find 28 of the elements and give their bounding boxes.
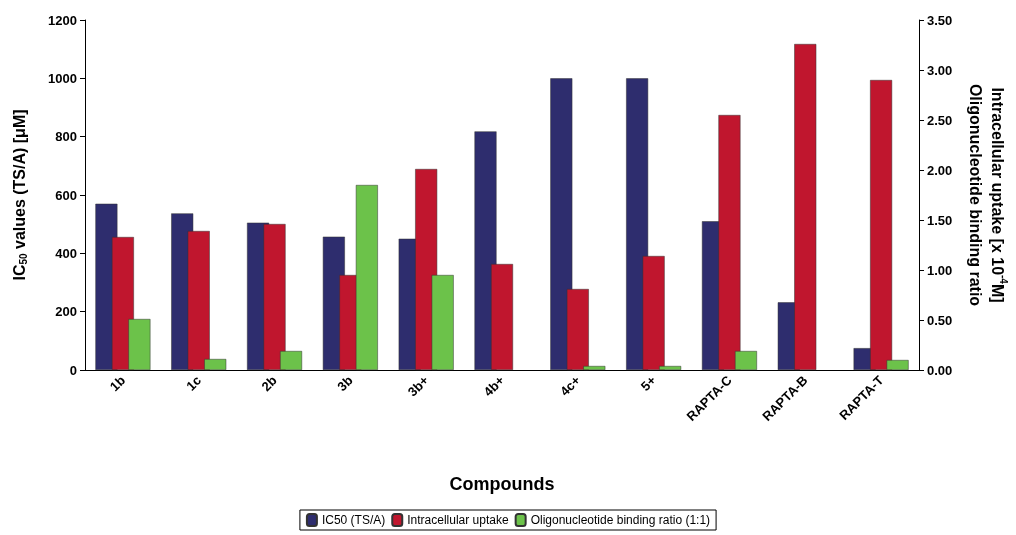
x-tick-label: 4b+ (480, 372, 508, 400)
y2-tick-label: 0.00 (927, 362, 953, 378)
y-tick-label: 1000 (48, 70, 77, 86)
legend-label: Intracellular uptake (407, 513, 509, 527)
y2-tick-label: 2.00 (927, 162, 953, 178)
x-tick-label: 3b (334, 372, 356, 395)
x-tick-label: 4c+ (556, 372, 584, 399)
y-tick-label: 1200 (48, 12, 77, 28)
y2-tick-label: 2.50 (927, 112, 953, 128)
y-tick-label: 600 (55, 187, 77, 203)
legend-label: IC50 (TS/A) (321, 513, 386, 527)
y2-tick-label: 1.50 (927, 212, 953, 228)
x-tick-label: 5+ (637, 372, 660, 394)
x-tick-label: 2b (258, 372, 280, 395)
y-tick-label: 800 (55, 129, 77, 145)
y-axis-title: IC50 values (TS/A) [μM] (10, 109, 29, 281)
x-tick-label: 1c (183, 372, 205, 394)
x-tick-label: 3b+ (404, 372, 432, 400)
x-tick-label: 1b (106, 372, 129, 395)
y2-tick-label: 3.00 (927, 62, 953, 78)
y-tick-label: 0 (69, 362, 77, 378)
y-tick-label: 200 (55, 304, 77, 320)
y2-tick-label: 1.00 (927, 262, 953, 278)
y-tick-label: 400 (55, 245, 77, 261)
x-axis-title: Compounds (449, 474, 555, 494)
legend-label: Oligonucleotide binding ratio (1:1) (530, 513, 711, 527)
y2-tick-label: 0.50 (927, 312, 953, 328)
y2-tick-label: 3.50 (927, 12, 953, 28)
